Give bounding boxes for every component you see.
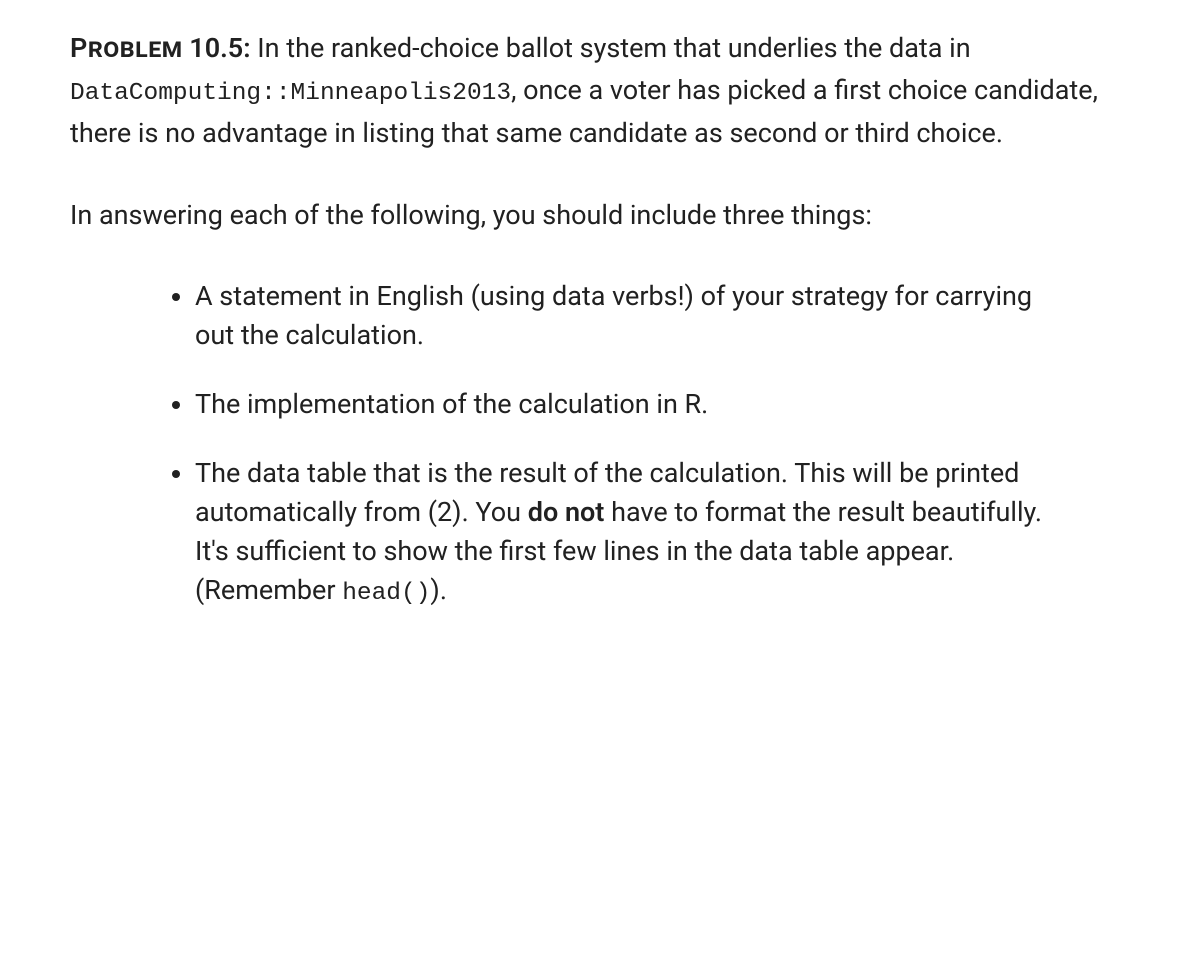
- bullet-3-bold: do not: [528, 496, 605, 528]
- bullet-3-code: head(): [342, 580, 430, 607]
- bullet-2-text: The implementation of the calculation in…: [195, 388, 708, 420]
- list-item: The data table that is the result of the…: [195, 454, 1050, 612]
- list-item: A statement in English (using data verbs…: [195, 277, 1050, 355]
- instruction-paragraph: In answering each of the following, you …: [70, 195, 1130, 237]
- bullet-3-part3: ).: [430, 574, 447, 606]
- list-item: The implementation of the calculation in…: [195, 385, 1050, 424]
- requirements-list: A statement in English (using data verbs…: [70, 277, 1130, 612]
- problem-number: 10.5:: [189, 32, 250, 64]
- bullet-1-text: A statement in English (using data verbs…: [195, 280, 1032, 351]
- problem-label: Problem: [70, 32, 183, 64]
- problem-statement: Problem 10.5: In the ranked-choice ballo…: [70, 28, 1130, 155]
- problem-intro-before: In the ranked-choice ballot system that …: [251, 32, 971, 64]
- code-reference: DataComputing::Minneapolis2013: [70, 80, 511, 107]
